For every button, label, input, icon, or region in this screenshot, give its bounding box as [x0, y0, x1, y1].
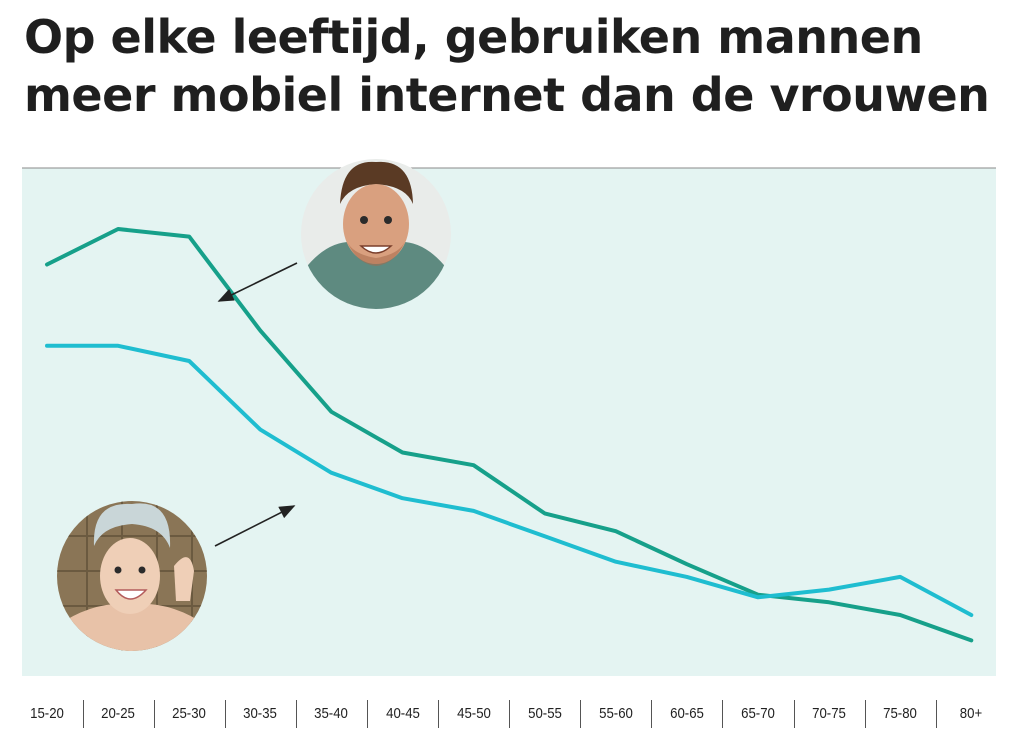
x-tick-separator	[153, 700, 155, 728]
x-tick-label: 45-50	[456, 705, 491, 722]
x-tick-label: 20-25	[101, 705, 135, 722]
x-tick-separator	[864, 700, 866, 728]
x-tick-separator	[722, 700, 724, 728]
series-layer	[45, 227, 974, 643]
x-tick-label: 30-35	[243, 705, 278, 722]
woman-avatar	[57, 501, 207, 651]
x-tick-label: 25-30	[172, 705, 207, 722]
x-tick-label: 15-20	[30, 705, 64, 722]
x-tick-label: 70-75	[812, 705, 846, 722]
series-line-1	[45, 227, 974, 643]
x-tick-separator	[580, 700, 582, 728]
x-tick-separator	[438, 700, 440, 728]
chart-title-line-2: meer mobiel internet dan de vrouwen	[24, 68, 990, 122]
woman-pointer-arrow	[214, 505, 296, 547]
x-tick-label: 80+	[960, 705, 983, 722]
x-tick-label: 65-70	[741, 705, 775, 722]
x-tick-separator	[509, 700, 511, 728]
x-tick-label: 75-80	[883, 705, 918, 722]
x-tick-separator	[651, 700, 653, 728]
x-tick-label: 35-40	[314, 705, 349, 722]
x-tick-separator	[793, 700, 795, 728]
man-pointer-arrow	[217, 262, 298, 302]
x-tick-separator	[366, 700, 368, 728]
x-tick-label: 60-65	[670, 705, 704, 722]
x-tick-separator	[224, 700, 226, 728]
chart-title: Op elke leeftijd, gebruiken mannen meer …	[24, 8, 1004, 124]
x-tick-separator	[295, 700, 297, 728]
x-tick-separator	[935, 700, 937, 728]
man-avatar	[301, 159, 451, 309]
chart-title-line-1: Op elke leeftijd, gebruiken mannen	[24, 10, 923, 64]
x-tick-label: 55-60	[598, 705, 633, 722]
x-tick-separator	[82, 700, 84, 728]
x-tick-label: 50-55	[527, 705, 562, 722]
series-line-2	[45, 343, 974, 617]
x-tick-label: 40-45	[385, 705, 420, 722]
